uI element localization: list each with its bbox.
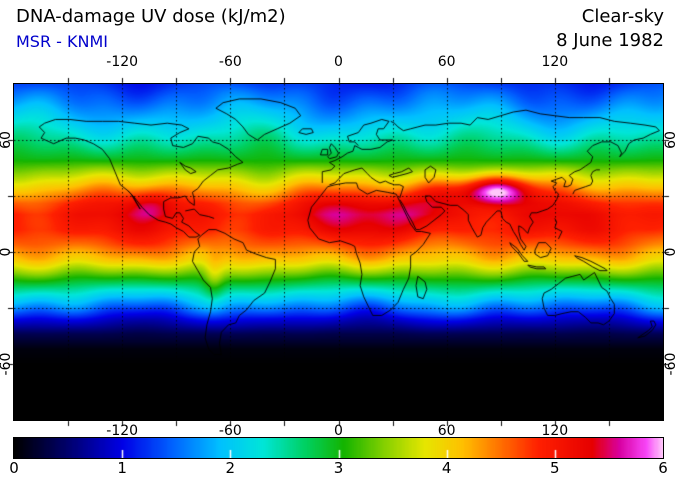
colorbar-tick-label: 2 xyxy=(225,459,236,477)
x-tick-label-top: 120 xyxy=(541,54,569,70)
y-tick-label-right: 0 xyxy=(663,247,678,257)
x-tick-label-bottom: 60 xyxy=(437,423,456,439)
x-tick-label-top: -120 xyxy=(106,54,139,70)
x-tick-label-bottom: -60 xyxy=(218,423,242,439)
sky-condition-label: Clear-sky xyxy=(581,6,664,27)
y-tick-label-right: 60 xyxy=(663,131,678,149)
colorbar-tick-label: 5 xyxy=(550,459,560,477)
y-tick-label-left: -60 xyxy=(0,352,14,376)
date-label: 8 June 1982 xyxy=(556,30,664,51)
colorbar-tick-label: 0 xyxy=(9,459,19,477)
x-tick-label-bottom: 120 xyxy=(541,423,569,439)
y-tick-label-right: -60 xyxy=(663,352,678,376)
colorbar-canvas xyxy=(14,438,663,458)
figure-title: DNA-damage UV dose (kJ/m2) xyxy=(16,6,286,27)
colorbar-tick-label: 4 xyxy=(441,459,452,477)
colorbar-tick-label: 1 xyxy=(117,459,127,477)
figure-source-label: MSR - KNMI xyxy=(16,32,109,51)
x-tick-label-top: 60 xyxy=(437,54,456,70)
x-tick-label-top: -60 xyxy=(218,54,242,70)
y-tick-label-left: 60 xyxy=(0,131,14,149)
y-tick-label-left: 0 xyxy=(0,248,14,257)
x-tick-label-bottom: -120 xyxy=(106,423,139,439)
colorbar-tick-label: 3 xyxy=(333,459,344,477)
x-tick-label-bottom: 0 xyxy=(334,423,343,439)
x-tick-label-top: 0 xyxy=(334,54,343,70)
colorbar-tick-label: 6 xyxy=(658,459,668,477)
uv-dose-map-canvas xyxy=(14,84,663,420)
colorbar-frame xyxy=(13,437,664,459)
